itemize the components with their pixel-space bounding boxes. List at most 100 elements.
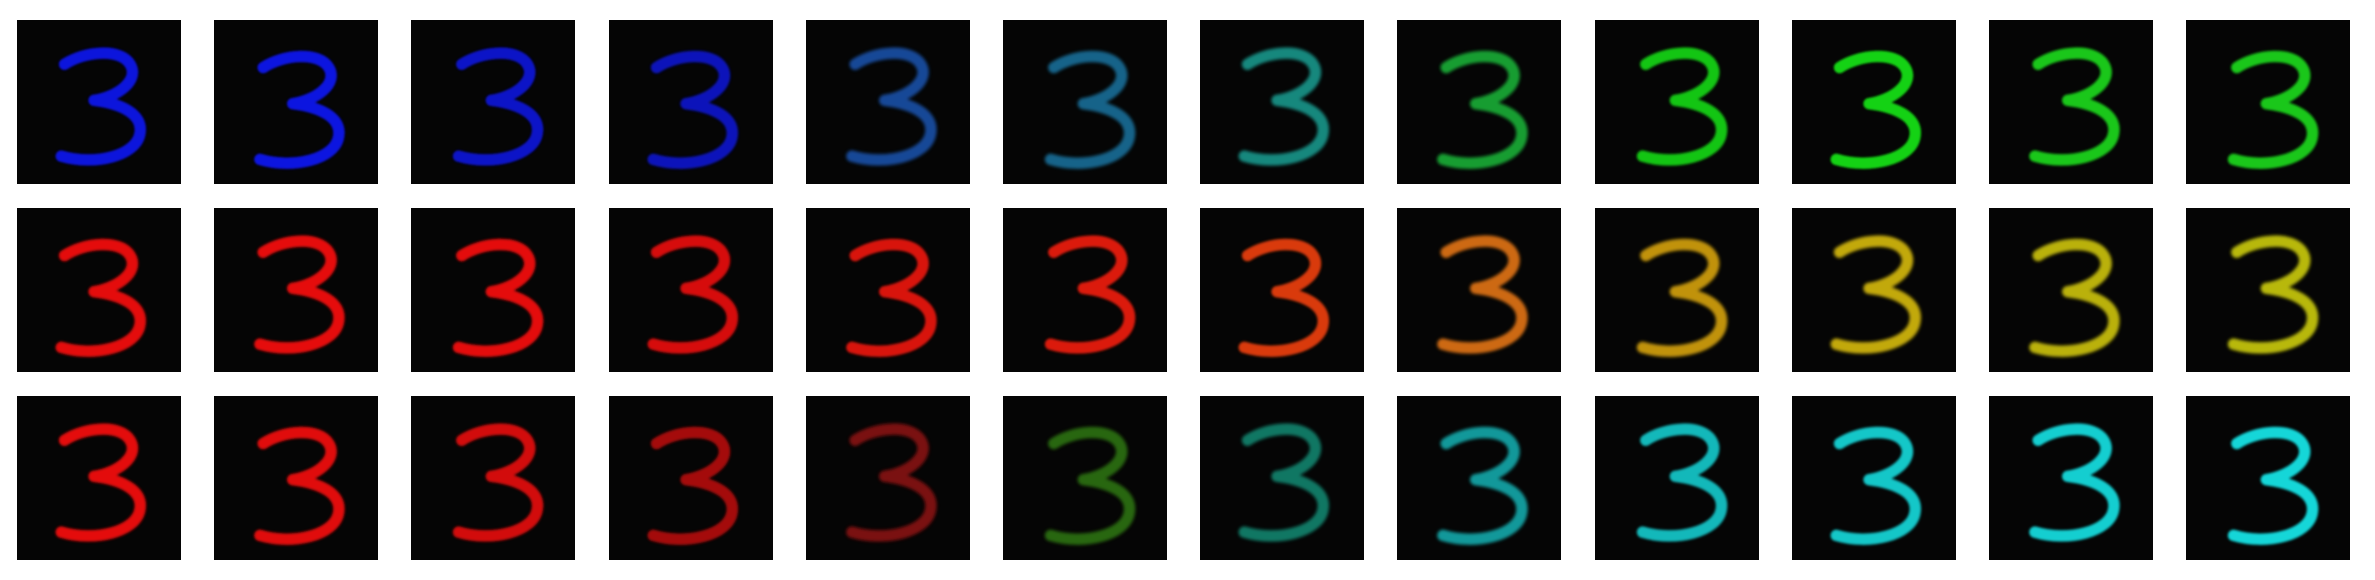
- digit-three-glyph: [2186, 396, 2351, 560]
- digit-stroke: [1830, 235, 1921, 354]
- digit-three-glyph: [608, 208, 773, 372]
- digit-stroke: [55, 423, 146, 542]
- digit-stroke: [1238, 423, 1330, 542]
- digit-three-glyph: [1397, 396, 1562, 560]
- digit-tile: [805, 20, 970, 184]
- digit-stroke: [1437, 426, 1528, 545]
- digit-tile: [214, 20, 379, 184]
- digit-three-glyph: [17, 20, 181, 184]
- digit-three-glyph: [805, 396, 970, 560]
- digit-stroke: [1636, 47, 1727, 166]
- digit-stroke: [1636, 238, 1727, 357]
- digit-three-glyph: [608, 396, 773, 560]
- digit-tile: [1594, 208, 1759, 372]
- digit-stroke: [1636, 423, 1727, 542]
- digit-tile: [1594, 20, 1759, 184]
- digit-stroke: [1044, 235, 1136, 354]
- digit-tile: [805, 208, 970, 372]
- digit-three-glyph: [214, 396, 379, 560]
- digit-three-glyph: [214, 208, 379, 372]
- digit-tile: [17, 396, 181, 560]
- digit-three-glyph: [805, 208, 970, 372]
- digit-tile: [1989, 396, 2153, 560]
- digit-stroke: [1437, 235, 1528, 354]
- digit-three-glyph: [1003, 396, 1167, 560]
- digit-stroke: [2228, 235, 2319, 354]
- digit-tile: [214, 208, 379, 372]
- digit-tile: [1003, 20, 1167, 184]
- digit-three-glyph: [1594, 20, 1759, 184]
- digit-tile: [1791, 396, 1956, 560]
- digit-tile: [411, 208, 576, 372]
- digit-three-glyph: [805, 20, 970, 184]
- digit-stroke: [2228, 50, 2319, 169]
- digit-tile: [411, 20, 576, 184]
- digit-three-glyph: [411, 20, 576, 184]
- digit-three-glyph: [1791, 20, 1956, 184]
- digit-stroke: [1238, 47, 1330, 166]
- digit-three-glyph: [1791, 208, 1956, 372]
- digit-stroke: [1830, 50, 1921, 169]
- digit-three-glyph: [1397, 20, 1562, 184]
- digit-three-glyph: [1791, 396, 1956, 560]
- digit-three-glyph: [214, 20, 379, 184]
- digit-tile: [1791, 208, 1956, 372]
- digit-stroke: [1044, 50, 1136, 169]
- digit-three-glyph: [1200, 396, 1365, 560]
- digit-tile: [1791, 20, 1956, 184]
- digit-stroke: [647, 50, 738, 169]
- digit-three-glyph: [1200, 208, 1365, 372]
- digit-stroke: [1830, 426, 1921, 545]
- digit-three-glyph: [17, 208, 181, 372]
- digit-tile: [1200, 20, 1365, 184]
- digit-three-glyph: [2186, 20, 2351, 184]
- digit-stroke: [1437, 50, 1528, 169]
- digit-tile: [1397, 20, 1562, 184]
- digit-stroke: [647, 426, 738, 545]
- digit-tile: [1989, 20, 2153, 184]
- digit-tile: [2186, 396, 2351, 560]
- digit-stroke: [254, 50, 345, 169]
- digit-tile: [411, 396, 576, 560]
- digit-three-glyph: [1003, 20, 1167, 184]
- digit-stroke: [2029, 423, 2120, 542]
- digit-three-glyph: [1989, 20, 2153, 184]
- digit-three-glyph: [411, 208, 576, 372]
- digit-tile: [214, 396, 379, 560]
- digit-tile: [608, 20, 773, 184]
- digit-tile: [2186, 20, 2351, 184]
- digit-tile: [17, 20, 181, 184]
- digit-stroke: [845, 47, 937, 166]
- digit-three-glyph: [1397, 208, 1562, 372]
- digit-stroke: [2029, 238, 2120, 357]
- digit-tile: [608, 208, 773, 372]
- digit-tile: [1200, 208, 1365, 372]
- digit-stroke: [1238, 238, 1330, 357]
- digit-three-glyph: [608, 20, 773, 184]
- digit-three-glyph: [2186, 208, 2351, 372]
- digit-stroke: [1044, 426, 1136, 545]
- digit-stroke: [453, 423, 544, 542]
- digit-stroke: [55, 238, 146, 357]
- digit-stroke: [2228, 426, 2319, 545]
- digit-stroke: [845, 423, 937, 542]
- digit-stroke: [647, 235, 738, 354]
- digit-three-glyph: [1594, 396, 1759, 560]
- digit-three-glyph: [411, 396, 576, 560]
- digit-stroke: [845, 238, 937, 357]
- digit-stroke: [254, 426, 345, 545]
- digit-tile: [1397, 208, 1562, 372]
- digit-tile: [1594, 396, 1759, 560]
- digit-stroke: [254, 235, 345, 354]
- digit-three-glyph: [1200, 20, 1365, 184]
- digit-stroke: [453, 47, 544, 166]
- digit-three-glyph: [1594, 208, 1759, 372]
- digit-stroke: [453, 238, 544, 357]
- digit-three-glyph: [1989, 208, 2153, 372]
- digit-three-glyph: [17, 396, 181, 560]
- digit-tile: [608, 396, 773, 560]
- digit-tile: [1003, 208, 1167, 372]
- digit-tile: [1003, 396, 1167, 560]
- digit-tile: [1200, 396, 1365, 560]
